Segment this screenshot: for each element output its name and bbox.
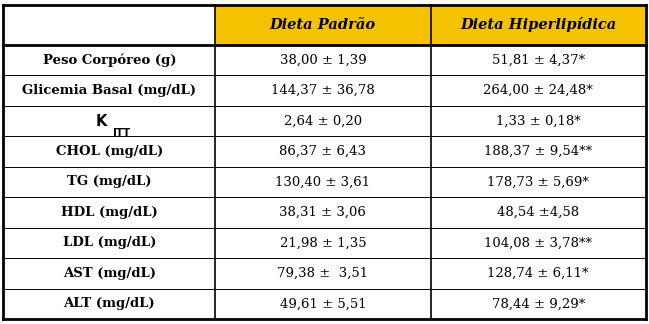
Bar xyxy=(215,5,430,44)
Text: CHOL (mg/dL): CHOL (mg/dL) xyxy=(56,145,163,158)
Text: AST (mg/dL): AST (mg/dL) xyxy=(63,267,156,280)
Text: 49,61 ± 5,51: 49,61 ± 5,51 xyxy=(280,297,366,310)
Text: 128,74 ± 6,11*: 128,74 ± 6,11* xyxy=(487,267,589,280)
Text: 178,73 ± 5,69*: 178,73 ± 5,69* xyxy=(487,175,589,188)
Text: Dieta Hiperlipídica: Dieta Hiperlipídica xyxy=(460,17,617,32)
Text: 130,40 ± 3,61: 130,40 ± 3,61 xyxy=(275,175,371,188)
Text: TG (mg/dL): TG (mg/dL) xyxy=(67,175,151,188)
Text: 86,37 ± 6,43: 86,37 ± 6,43 xyxy=(279,145,367,158)
Text: 38,31 ± 3,06: 38,31 ± 3,06 xyxy=(280,206,366,219)
Text: 2,64 ± 0,20: 2,64 ± 0,20 xyxy=(284,114,362,127)
Text: Glicemia Basal (mg/dL): Glicemia Basal (mg/dL) xyxy=(22,84,196,97)
Text: LDL (mg/dL): LDL (mg/dL) xyxy=(62,237,156,249)
Text: 38,00 ± 1,39: 38,00 ± 1,39 xyxy=(280,53,366,66)
Text: ALT (mg/dL): ALT (mg/dL) xyxy=(64,297,155,310)
Bar xyxy=(430,5,646,44)
Text: 79,38 ±  3,51: 79,38 ± 3,51 xyxy=(277,267,369,280)
Text: 51,81 ± 4,37*: 51,81 ± 4,37* xyxy=(491,53,585,66)
Text: $\mathbf{K}$: $\mathbf{K}$ xyxy=(95,113,109,129)
Text: 144,37 ± 36,78: 144,37 ± 36,78 xyxy=(271,84,374,97)
Text: $\mathbf{ITT}$: $\mathbf{ITT}$ xyxy=(112,126,132,138)
Text: 21,98 ± 1,35: 21,98 ± 1,35 xyxy=(280,237,366,249)
Text: Dieta Padrão: Dieta Padrão xyxy=(270,18,376,32)
Text: 48,54 ±4,58: 48,54 ±4,58 xyxy=(497,206,579,219)
Text: 78,44 ± 9,29*: 78,44 ± 9,29* xyxy=(491,297,585,310)
Text: 188,37 ± 9,54**: 188,37 ± 9,54** xyxy=(484,145,592,158)
Text: 264,00 ± 24,48*: 264,00 ± 24,48* xyxy=(484,84,593,97)
Text: Peso Corpóreo (g): Peso Corpóreo (g) xyxy=(42,53,176,66)
Text: HDL (mg/dL): HDL (mg/dL) xyxy=(61,206,158,219)
Text: 1,33 ± 0,18*: 1,33 ± 0,18* xyxy=(496,114,580,127)
Text: 104,08 ± 3,78**: 104,08 ± 3,78** xyxy=(484,237,592,249)
